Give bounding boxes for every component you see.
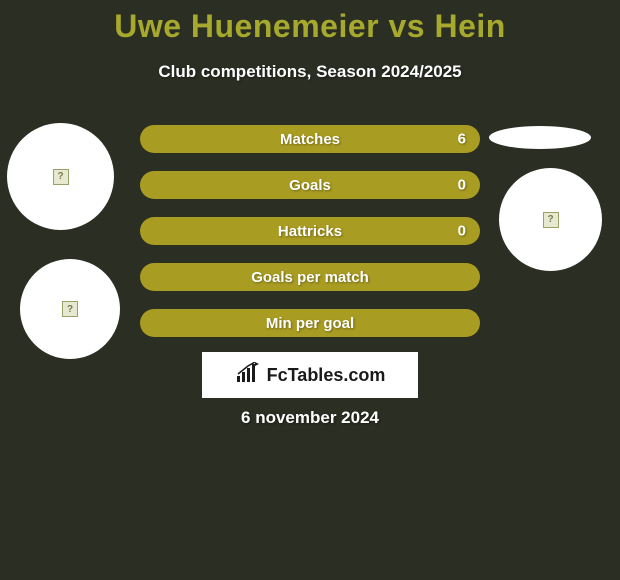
page-title: Uwe Huenemeier vs Hein	[0, 8, 620, 45]
player-avatar-right: ?	[499, 168, 602, 271]
stat-label: Goals	[289, 177, 331, 194]
image-placeholder-icon: ?	[543, 212, 559, 228]
image-placeholder-icon: ?	[53, 169, 69, 185]
stat-label: Matches	[280, 131, 340, 148]
date-text: 6 november 2024	[0, 408, 620, 428]
brand-text: FcTables.com	[267, 365, 386, 386]
chart-icon	[235, 362, 261, 389]
stat-bar: Matches 6	[140, 125, 480, 153]
stat-value: 6	[458, 131, 466, 148]
stat-value: 0	[458, 223, 466, 240]
player-avatar-left-top: ?	[7, 123, 114, 230]
decorative-oval	[489, 126, 591, 149]
image-placeholder-icon: ?	[62, 301, 78, 317]
stat-bar: Min per goal	[140, 309, 480, 337]
stat-value: 0	[458, 177, 466, 194]
brand-box: FcTables.com	[202, 352, 418, 398]
player-avatar-left-bottom: ?	[20, 259, 120, 359]
subtitle: Club competitions, Season 2024/2025	[0, 62, 620, 82]
stats-bars: Matches 6 Goals 0 Hattricks 0 Goals per match M…	[140, 125, 480, 355]
stat-bar: Goals per match	[140, 263, 480, 291]
stat-label: Goals per match	[251, 269, 369, 286]
stat-label: Hattricks	[278, 223, 342, 240]
stat-bar: Goals 0	[140, 171, 480, 199]
stat-bar: Hattricks 0	[140, 217, 480, 245]
stat-label: Min per goal	[266, 315, 354, 332]
